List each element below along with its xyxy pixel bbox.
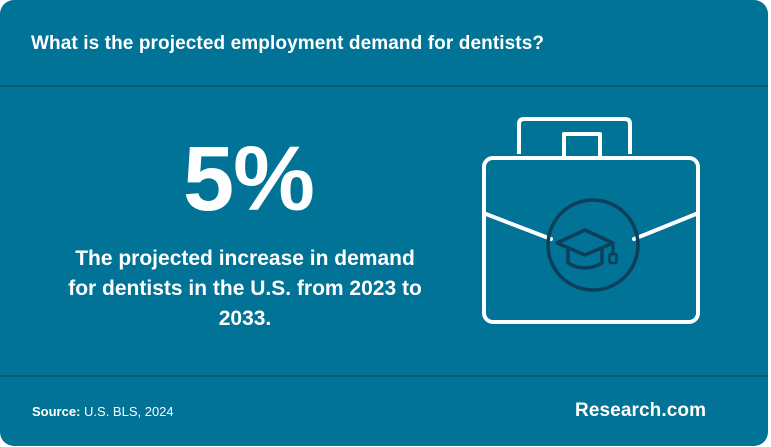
source-citation: Source: U.S. BLS, 2024 [32,404,174,419]
briefcase-graduation-cap-icon [477,116,705,328]
top-divider [0,85,768,87]
source-label: Source: [32,404,81,419]
stat-value: 5% [183,128,315,230]
bottom-divider [0,375,768,377]
question-heading: What is the projected employment demand … [31,33,545,54]
stat-description: The projected increase in demand for den… [68,247,422,330]
brand-logo: Research.com [575,400,707,421]
source-text: U.S. BLS, 2024 [84,404,174,419]
